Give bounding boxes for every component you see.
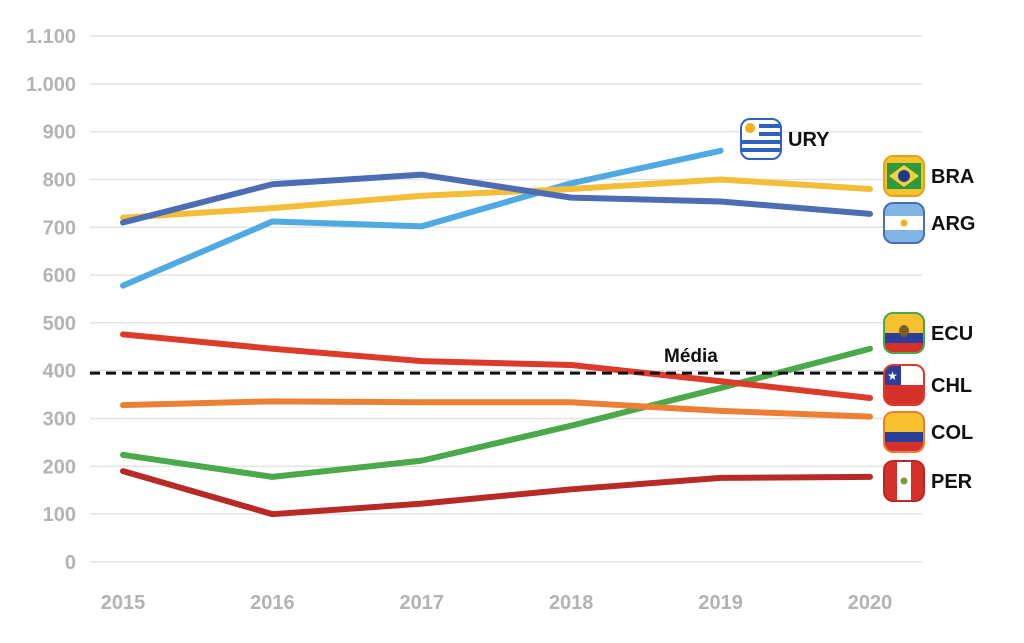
series-code: BRA — [931, 166, 974, 188]
series-line-chl — [120, 331, 873, 401]
series-labels: URY BRA ARG ECU CHL COL PER — [741, 119, 975, 501]
y-tick-label: 400 — [43, 361, 76, 383]
x-tick-label: 2018 — [549, 592, 594, 614]
y-tick-label: 500 — [43, 313, 76, 335]
series-code: PER — [931, 471, 973, 493]
media-label: Média — [664, 346, 718, 367]
uruguay-flag-icon — [741, 119, 781, 159]
y-tick-label: 0 — [65, 552, 76, 574]
series-label-arg: ARG — [884, 203, 975, 243]
grid-lines — [90, 35, 922, 563]
series-code: ECU — [931, 323, 973, 345]
peru-flag-icon — [884, 461, 924, 501]
x-tick-label: 2015 — [101, 592, 146, 614]
series-line-bra — [120, 176, 873, 221]
ecuador-flag-icon — [884, 313, 924, 353]
y-tick-label: 600 — [43, 265, 76, 287]
series-code: CHL — [931, 375, 972, 397]
y-tick-label: 1.100 — [26, 26, 76, 48]
brazil-flag-icon — [884, 156, 924, 196]
series-label-ury: URY — [741, 119, 830, 159]
media-reference-line: Média — [90, 346, 922, 375]
x-axis-ticks: 2015 2016 2017 2018 2019 2020 — [101, 592, 893, 614]
series-lines — [120, 147, 873, 518]
series-line-col — [120, 398, 873, 420]
argentina-flag-icon — [884, 203, 924, 243]
y-tick-label: 800 — [43, 169, 76, 191]
series-code: COL — [931, 422, 973, 444]
colombia-flag-icon — [884, 412, 924, 452]
series-code: URY — [788, 129, 830, 151]
x-tick-label: 2016 — [250, 592, 295, 614]
y-tick-label: 300 — [43, 409, 76, 431]
series-label-ecu: ECU — [884, 313, 973, 353]
y-axis-ticks: 0 100 200 300 400 500 600 700 800 900 1.000 1.100 — [26, 26, 76, 574]
series-line-ury — [120, 147, 724, 289]
x-tick-label: 2019 — [698, 592, 743, 614]
y-tick-label: 100 — [43, 504, 76, 526]
y-tick-label: 900 — [43, 122, 76, 144]
series-label-chl: CHL — [884, 365, 972, 405]
x-tick-label: 2020 — [848, 592, 893, 614]
y-tick-label: 700 — [43, 217, 76, 239]
series-line-arg — [120, 171, 873, 226]
chile-flag-icon — [884, 365, 924, 405]
series-label-per: PER — [884, 461, 973, 501]
series-label-col: COL — [884, 412, 973, 452]
y-tick-label: 200 — [43, 456, 76, 478]
y-tick-label: 1.000 — [26, 74, 76, 96]
series-label-bra: BRA — [884, 156, 974, 196]
x-tick-label: 2017 — [400, 592, 445, 614]
series-code: ARG — [931, 213, 975, 235]
series-line-per — [120, 468, 873, 518]
